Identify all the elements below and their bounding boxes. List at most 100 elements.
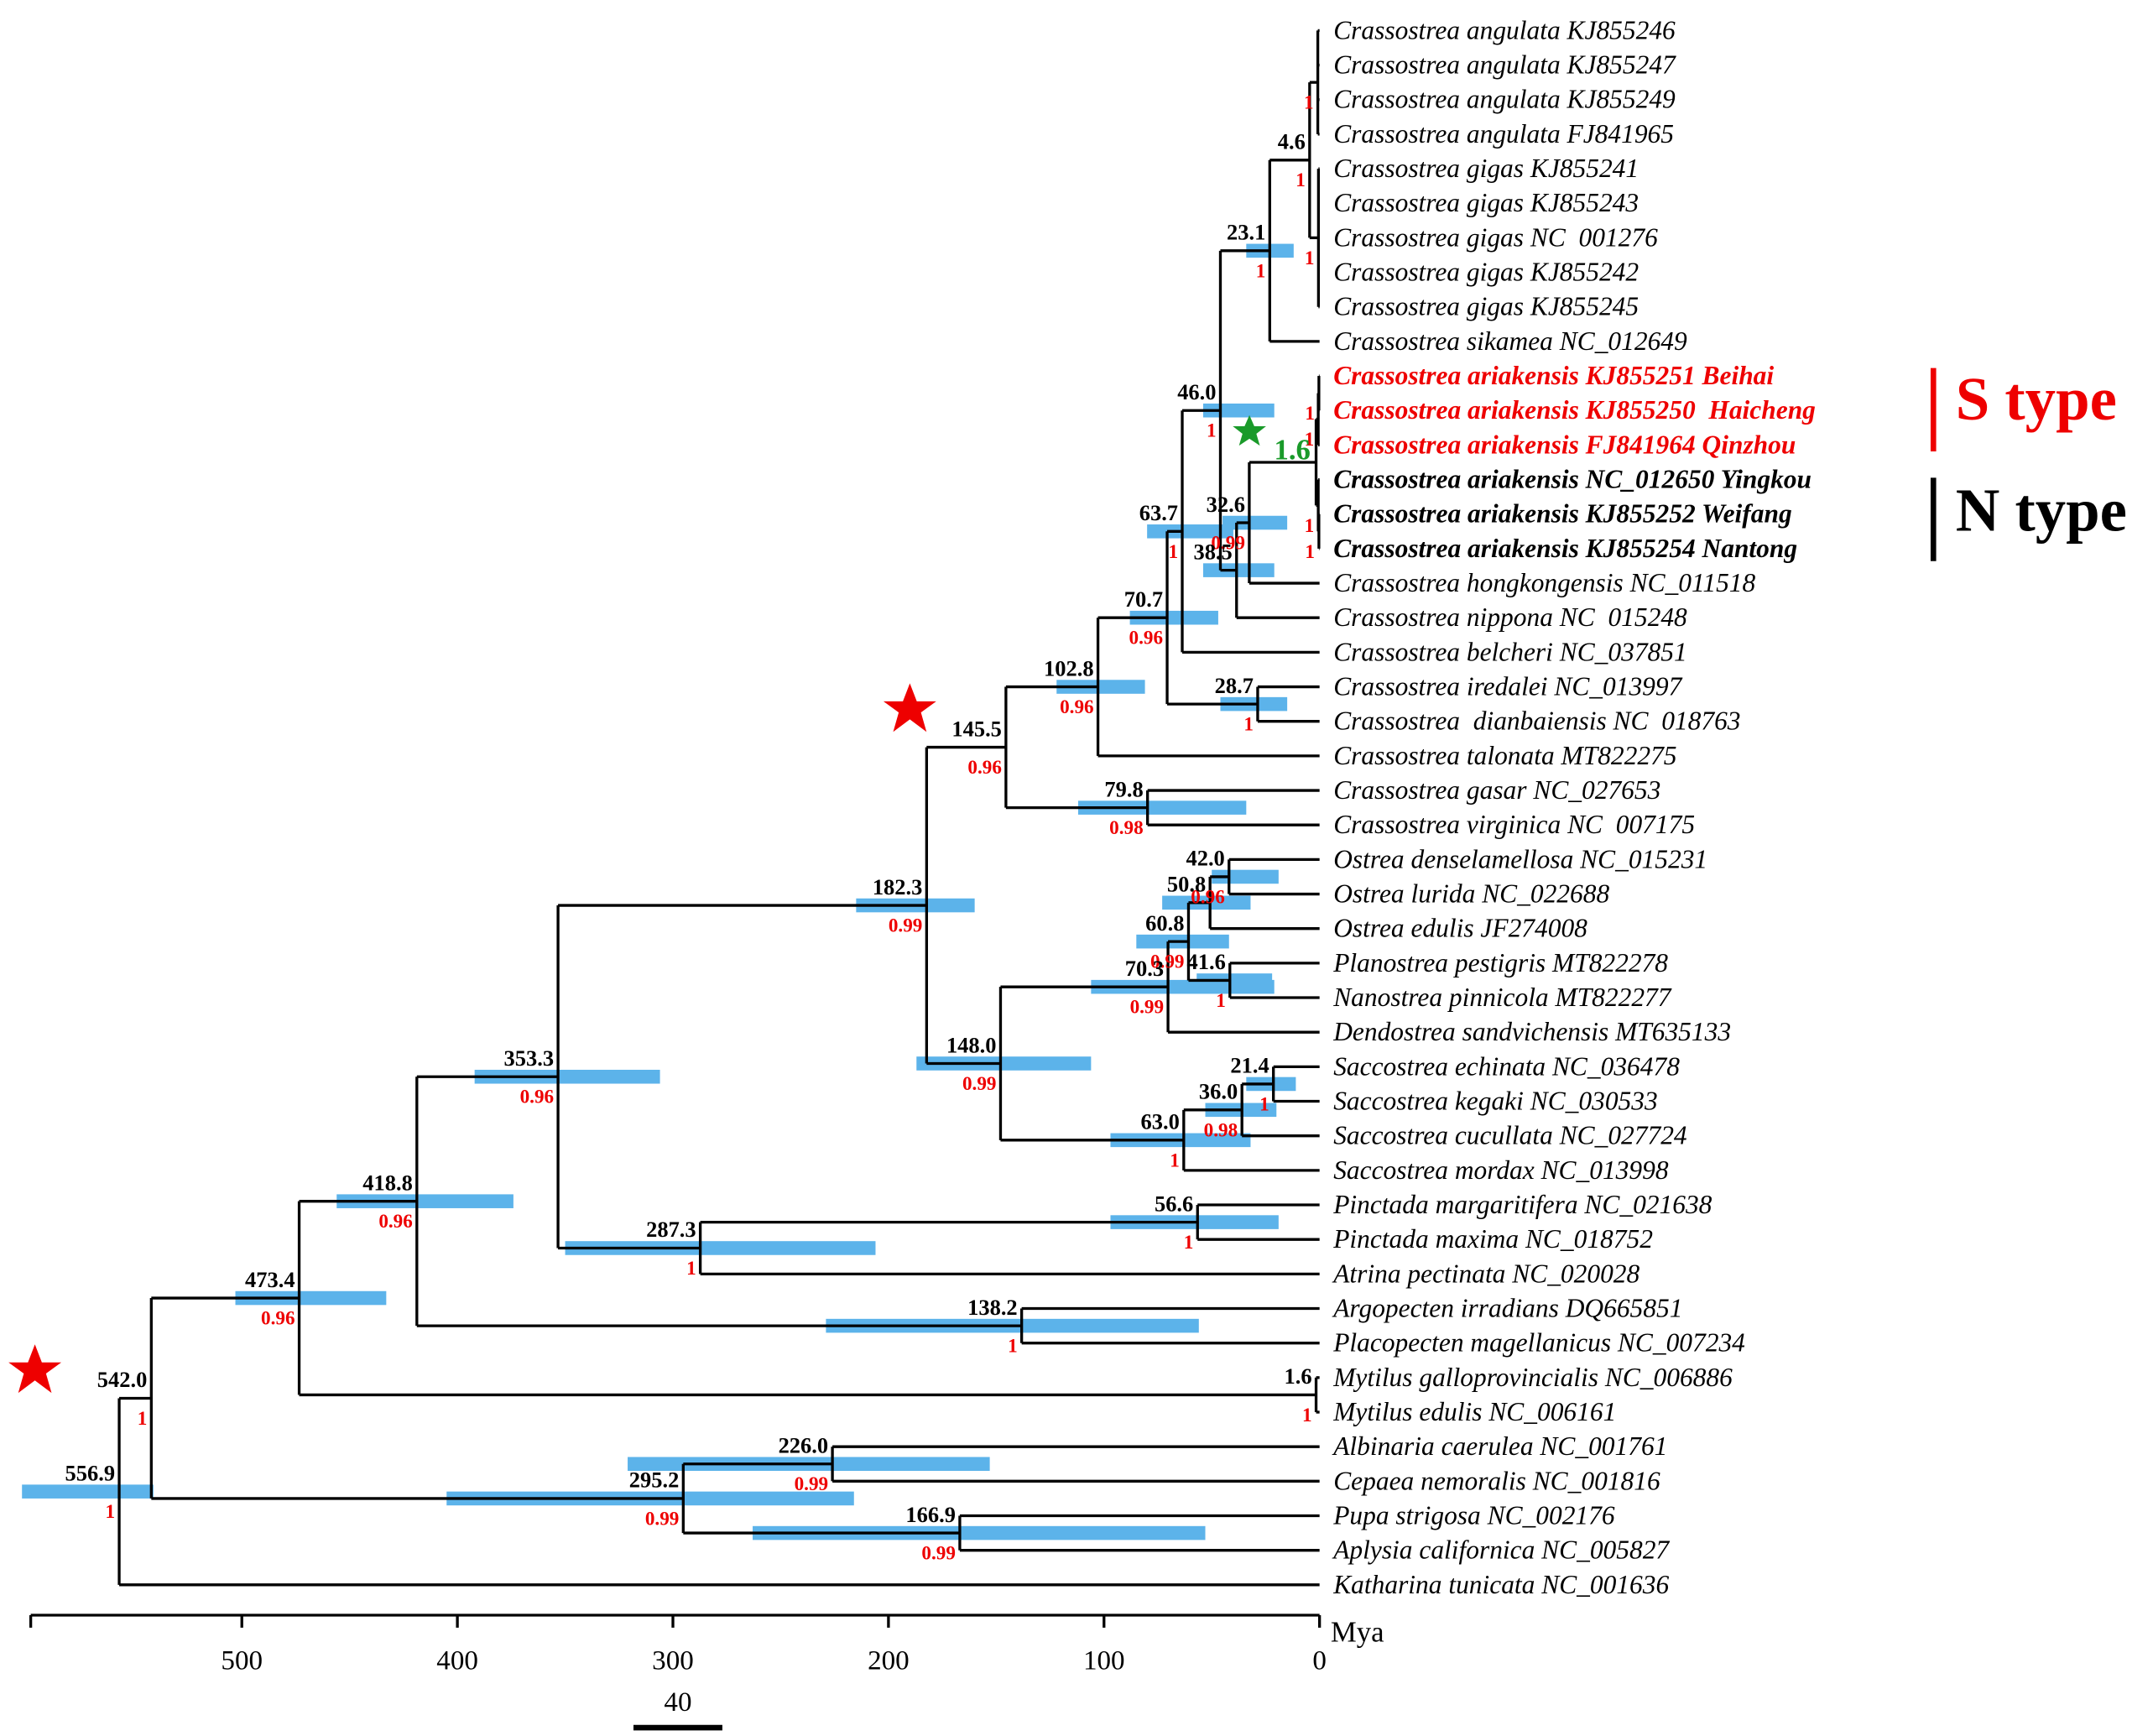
node-age: 42.0 — [1186, 846, 1224, 871]
taxon-label: Crassostrea talonata MT822275 — [1333, 741, 1676, 770]
node-age: 21.4 — [1230, 1053, 1269, 1078]
taxon-label: Ostrea edulis JF274008 — [1333, 914, 1587, 943]
node-support: 1 — [1259, 1093, 1269, 1115]
hpd-bar — [1147, 524, 1233, 539]
taxon-label: Crassostrea angulata FJ841965 — [1333, 119, 1674, 149]
taxon-label: Ostrea lurida NC_022688 — [1333, 878, 1609, 908]
taxon-label: Crassostrea ariakensis NC_012650 Yingkou — [1333, 464, 1812, 493]
node-support: 0.98 — [1204, 1119, 1238, 1141]
node-age: 63.7 — [1139, 500, 1178, 525]
node-age: 556.9 — [65, 1460, 116, 1485]
taxon-label: Argopecten irradians DQ665851 — [1332, 1293, 1682, 1322]
node-support: 1 — [1243, 714, 1254, 736]
taxon-label: Crassostrea dianbaiensis NC 018763 — [1333, 706, 1740, 736]
node-age: 46.0 — [1177, 379, 1216, 404]
node-support: 1 — [1256, 260, 1266, 282]
node-age: 38.5 — [1193, 539, 1232, 564]
taxon-label: Crassostrea angulata KJ855247 — [1333, 50, 1676, 80]
taxon-label: Saccostrea mordax NC_013998 — [1333, 1155, 1669, 1185]
node-support: 0.99 — [795, 1473, 829, 1495]
red-star — [883, 683, 936, 732]
node-support: 0.96 — [520, 1087, 555, 1108]
taxon-label: Katharina tunicata NC_001636 — [1332, 1570, 1669, 1599]
node-support: 1 — [1305, 515, 1315, 537]
red-star — [8, 1344, 62, 1394]
node-age: 50.8 — [1167, 872, 1206, 897]
node-support: 1 — [1305, 403, 1315, 425]
taxon-label: Placopecten magellanicus NC_007234 — [1332, 1328, 1745, 1358]
node-age: 32.6 — [1207, 492, 1245, 517]
green-star — [1233, 414, 1266, 446]
node-support: 1 — [1170, 1150, 1180, 1171]
axis-tick-label: 400 — [436, 1646, 478, 1676]
taxon-label: Pinctada margaritifera NC_021638 — [1332, 1190, 1712, 1219]
node-age: 63.0 — [1141, 1109, 1180, 1134]
node-support: 0.96 — [1060, 696, 1094, 718]
hpd-bar — [916, 1056, 1092, 1071]
taxon-label: Crassostrea ariakensis KJ855252 Weifang — [1333, 499, 1791, 529]
hpd-bar — [753, 1525, 1206, 1541]
taxon-label: Crassostrea ariakensis KJ855250 Haicheng — [1333, 395, 1816, 425]
hpd-bars — [22, 243, 1296, 1541]
node-support: 1 — [1302, 1405, 1312, 1426]
taxon-label: Crassostrea gigas KJ855242 — [1333, 257, 1639, 286]
taxon-label: Crassostrea nippona NC 015248 — [1333, 602, 1687, 632]
taxon-label: Crassostrea belcheri NC_037851 — [1333, 637, 1687, 666]
node-age: 70.3 — [1125, 956, 1164, 981]
hpd-bar — [1056, 680, 1145, 694]
node-support: 1 — [138, 1408, 148, 1430]
node-age: 418.8 — [362, 1170, 413, 1195]
taxon-label: Nanostrea pinnicola MT822277 — [1332, 983, 1672, 1012]
node-support: 0.99 — [1150, 951, 1185, 973]
node-support: 0.96 — [967, 757, 1002, 779]
node-support: 0.99 — [1211, 532, 1245, 554]
taxon-label: Crassostrea ariakensis KJ855254 Nantong — [1333, 534, 1797, 563]
node-age: 148.0 — [946, 1032, 997, 1057]
node-support: 0.99 — [645, 1508, 680, 1530]
taxon-label: Ostrea denselamellosa NC_015231 — [1333, 844, 1707, 873]
taxon-label: Planostrea pestigris MT822278 — [1332, 948, 1668, 977]
node-support: 0.96 — [1191, 886, 1225, 908]
taxon-label: Crassostrea gigas NC 001276 — [1333, 222, 1658, 252]
hpd-bar — [1202, 563, 1275, 577]
taxon-label: Crassostrea gasar NC_027653 — [1333, 775, 1660, 805]
taxon-label: Crassostrea virginica NC 007175 — [1333, 810, 1695, 839]
taxon-label: Cepaea nemoralis NC_001816 — [1333, 1466, 1660, 1495]
node-support: 1 — [106, 1501, 116, 1523]
axis-tick-label: 0 — [1312, 1646, 1327, 1676]
node-support: 1 — [1305, 429, 1315, 451]
node-age: 226.0 — [779, 1433, 829, 1458]
hpd-bar — [474, 1069, 660, 1084]
node-age: 36.0 — [1199, 1079, 1238, 1104]
node-age: 23.1 — [1227, 220, 1265, 245]
taxon-label: Mytilus edulis NC_006161 — [1332, 1397, 1616, 1426]
taxon-label: Crassostrea ariakensis KJ855251 Beihai — [1333, 361, 1774, 390]
taxon-label: Crassostrea gigas KJ855241 — [1333, 154, 1639, 183]
node-age: 287.3 — [646, 1217, 696, 1242]
node-age: 79.8 — [1104, 776, 1143, 801]
taxon-label: Crassostrea iredalei NC_013997 — [1333, 671, 1682, 701]
taxon-label: Crassostrea angulata KJ855246 — [1333, 15, 1676, 44]
hpd-bar — [336, 1194, 513, 1208]
hpd-bar — [1091, 979, 1275, 994]
node-support: 1 — [1304, 92, 1314, 114]
taxon-label: Saccostrea echinata NC_036478 — [1333, 1051, 1680, 1081]
taxon-label: Aplysia californica NC_005827 — [1332, 1535, 1670, 1565]
taxon-label: Saccostrea kegaki NC_030533 — [1333, 1086, 1658, 1115]
node-support: 0.99 — [1130, 997, 1165, 1019]
node-age: 295.2 — [629, 1468, 680, 1493]
taxon-label: Atrina pectinata NC_020028 — [1332, 1259, 1640, 1288]
axis-tick-label: 300 — [652, 1646, 694, 1676]
taxon-label: Pupa strigosa NC_002176 — [1332, 1500, 1615, 1530]
node-age: 60.8 — [1145, 910, 1184, 936]
node-age: 1.6 — [1274, 434, 1310, 467]
taxon-label: Dendostrea sandvichensis MT635133 — [1332, 1017, 1731, 1046]
hpd-bar — [1077, 800, 1247, 815]
axis-tick-label: 200 — [868, 1646, 910, 1676]
node-age: 102.8 — [1044, 655, 1094, 680]
node-age: 166.9 — [905, 1502, 956, 1527]
node-age: 1.6 — [1284, 1363, 1311, 1389]
axis-tick-label: 500 — [221, 1646, 263, 1676]
taxon-label: Crassostrea sikamea NC_012649 — [1333, 326, 1687, 356]
